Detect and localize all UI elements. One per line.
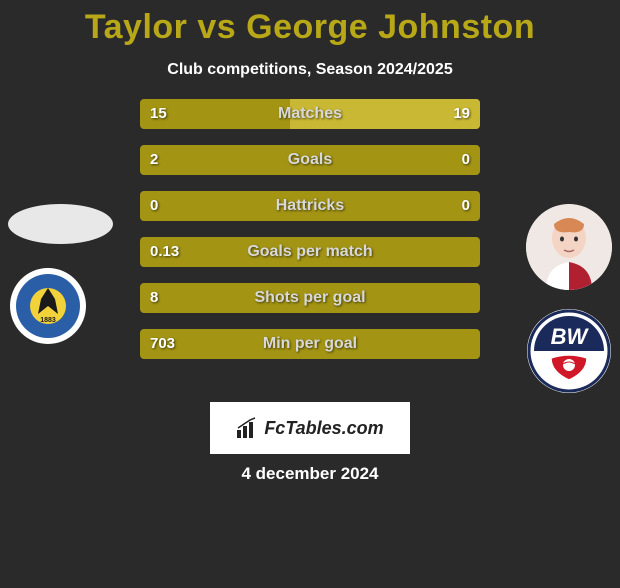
svg-text:1883: 1883 [40,317,56,324]
stat-label: Goals per match [140,237,480,267]
brand-text: FcTables.com [264,418,383,439]
left-player-column: 1883 [8,204,113,351]
stat-bars: 1519Matches 20Goals 00Hattricks 0.13Goals p… [140,99,480,375]
date-text: 4 december 2024 [0,464,620,484]
stat-row: 703Min per goal [140,329,480,359]
right-player-avatar [526,204,612,290]
stat-label: Min per goal [140,329,480,359]
subtitle: Club competitions, Season 2024/2025 [0,61,620,79]
right-club-badge: BW [526,308,612,399]
stat-label: Hattricks [140,191,480,221]
left-player-avatar [8,204,113,244]
stat-row: 20Goals [140,145,480,175]
left-club-badge: 1883 [8,266,113,351]
stat-label: Matches [140,99,480,129]
stat-label: Goals [140,145,480,175]
stat-row: 1519Matches [140,99,480,129]
brand-icon [236,417,258,439]
brand-box: FcTables.com [210,402,410,454]
comparison-area: 1883 BW [0,99,620,399]
stat-label: Shots per goal [140,283,480,313]
svg-text:BW: BW [551,324,590,349]
stat-row: 00Hattricks [140,191,480,221]
right-player-column: BW [526,204,612,399]
stat-row: 8Shots per goal [140,283,480,313]
page-title: Taylor vs George Johnston [0,8,620,47]
stat-row: 0.13Goals per match [140,237,480,267]
